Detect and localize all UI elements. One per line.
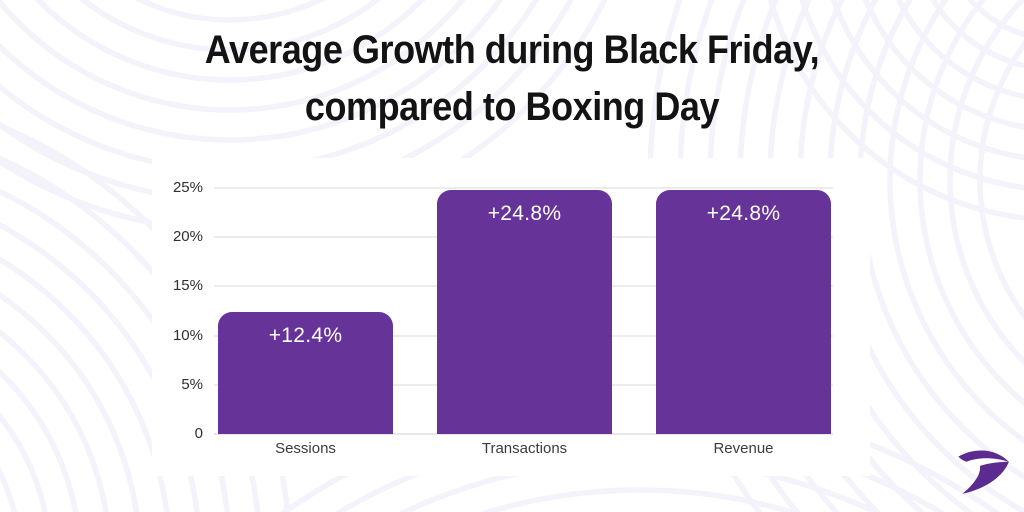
brand-swoosh-logo-icon — [958, 450, 1009, 494]
x-category-label: Revenue — [713, 440, 774, 457]
y-tick-label: 10% — [172, 326, 203, 344]
baseline-0 — [214, 433, 833, 435]
y-tick-label: 15% — [172, 277, 203, 295]
bar-sessions: +12.4% — [218, 311, 393, 434]
bar-value-label: +12.4% — [268, 323, 343, 347]
x-category-label: Sessions — [275, 440, 336, 457]
chart-title-line1: Average Growth during Black Friday, — [204, 28, 820, 72]
bar-transactions: +24.8% — [437, 189, 612, 434]
bar-value-label: +24.8% — [487, 201, 562, 225]
plot-area: 25% 20% 15% 10% 5% 0 +12.4% +24.8% +24.8… — [173, 179, 833, 457]
chart-title-line2: compared to Boxing Day — [304, 85, 720, 129]
y-tick-label: 20% — [172, 228, 203, 246]
bar-revenue: +24.8% — [656, 189, 831, 434]
gridline-25 — [214, 187, 833, 189]
y-tick-label: 5% — [181, 375, 203, 393]
x-category-label: Transactions — [481, 440, 568, 457]
y-tick-label: 0 — [194, 425, 203, 442]
chart-title: Average Growth during Black Friday, comp… — [51, 22, 973, 136]
bar-value-label: +24.8% — [706, 201, 781, 225]
bar-chart-panel: 25% 20% 15% 10% 5% 0 +12.4% +24.8% +24.8… — [152, 158, 870, 476]
y-tick-label: 25% — [172, 179, 203, 196]
